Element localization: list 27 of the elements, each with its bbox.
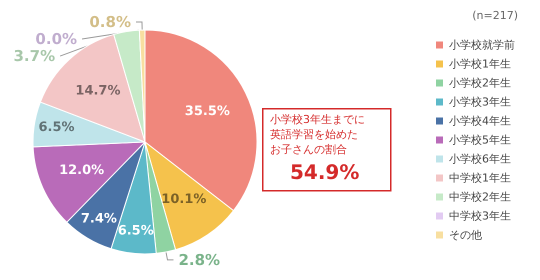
legend-label: 中学校2年生 <box>449 190 511 204</box>
data-label: 0.8% <box>89 13 131 32</box>
text: 0.0% <box>35 30 78 48</box>
data-label: 14.7% <box>75 83 120 98</box>
data-label: 7.4% <box>80 211 117 226</box>
data-label: 6.5% <box>38 120 75 136</box>
legend-label: 中学校1年生 <box>449 172 511 184</box>
legend-label: 小学校2年生 <box>449 76 511 90</box>
legend-label: 中学校3年生 <box>449 210 511 222</box>
text: 54.9% <box>290 160 360 184</box>
data-label: 2.8% <box>178 250 220 269</box>
legend-label: 小学校1年生 <box>449 58 511 70</box>
text: (n=217) <box>472 9 518 22</box>
text: 小学校3年生までに <box>270 113 365 126</box>
legend-label: 小学校6年生 <box>449 152 511 166</box>
legend-label: 小学校就学前 <box>449 38 515 52</box>
legend-label: その他 <box>449 228 482 242</box>
data-label: 3.7% <box>13 47 56 66</box>
data-label: 10.1% <box>161 192 206 208</box>
legend-label: 小学校5年生 <box>449 134 511 146</box>
legend-label: 小学校3年生 <box>449 96 511 108</box>
data-label: 12.0% <box>59 162 104 178</box>
text: お子さんの割合 <box>270 143 347 156</box>
data-label: 35.5% <box>184 104 230 119</box>
text: 英語学習を始めた <box>270 128 358 141</box>
data-label: 6.5% <box>118 224 154 239</box>
legend-label: 小学校4年生 <box>449 114 511 128</box>
